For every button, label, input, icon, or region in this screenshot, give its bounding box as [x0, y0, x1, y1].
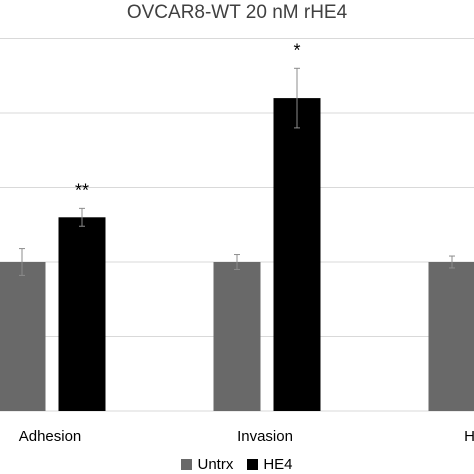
bar-untrx-adhesion [0, 262, 46, 411]
error-bar-untrx-hapt [449, 255, 455, 269]
x-tick-label-invasion: Invasion [237, 428, 293, 445]
legend-entry-he4: HE4 [247, 455, 293, 473]
bar-untrx-hapt [428, 262, 474, 411]
error-bar-untrx-adhesion [19, 248, 25, 276]
legend-entry-untrx: Untrx [181, 456, 233, 473]
legend: Untrx HE4 [0, 454, 474, 474]
significance-label-adhesion: ** [75, 180, 89, 200]
legend-label-he4: HE4 [263, 455, 293, 473]
error-bar-he4-invasion [294, 67, 300, 129]
legend-swatch-he4 [247, 458, 259, 470]
bar-he4-adhesion [58, 217, 106, 411]
x-tick-label-hapt: Hapt [464, 428, 474, 445]
error-bar-he4-adhesion [79, 207, 85, 227]
legend-label-untrx: Untrx [197, 455, 234, 473]
bar-he4-invasion [273, 98, 321, 411]
significance-label-invasion: * [293, 40, 300, 60]
error-bar-untrx-invasion [234, 254, 240, 270]
chart-title: OVCAR8-WT 20 nM rHE4 [126, 2, 348, 23]
x-tick-label-adhesion: Adhesion [19, 428, 82, 445]
bar-untrx-invasion [213, 262, 261, 411]
legend-swatch-untrx [181, 458, 193, 470]
